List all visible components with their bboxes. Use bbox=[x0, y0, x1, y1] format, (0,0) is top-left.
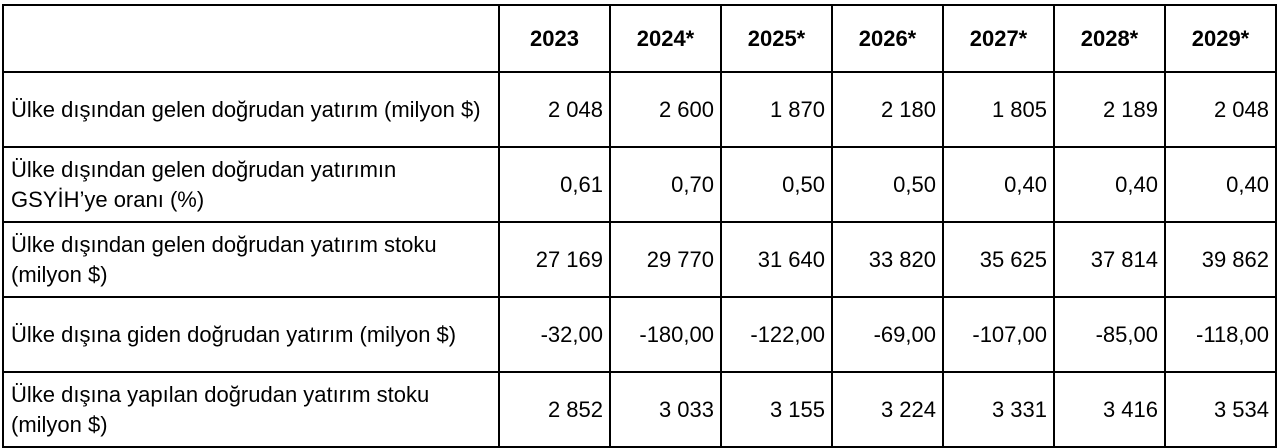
table-cell: 3 224 bbox=[831, 371, 944, 448]
table-cell: 2 180 bbox=[831, 71, 944, 148]
table-cell: 33 820 bbox=[831, 221, 944, 298]
table-cell: -85,00 bbox=[1053, 296, 1166, 373]
table-cell: 0,50 bbox=[831, 146, 944, 223]
table-cell: 2 852 bbox=[498, 371, 611, 448]
table-cell: 39 862 bbox=[1164, 221, 1277, 298]
table-cell: 0,50 bbox=[720, 146, 833, 223]
row-label: Ülke dışından gelen doğrudan yatırımın G… bbox=[2, 146, 500, 223]
year-header: 2023 bbox=[498, 4, 611, 73]
year-header: 2029* bbox=[1164, 4, 1277, 73]
table-cell: 2 048 bbox=[498, 71, 611, 148]
table-cell: 35 625 bbox=[942, 221, 1055, 298]
table-cell: 3 033 bbox=[609, 371, 722, 448]
row-label: Ülke dışına yapılan doğrudan yatırım sto… bbox=[2, 371, 500, 448]
table-cell: -118,00 bbox=[1164, 296, 1277, 373]
row-label: Ülke dışından gelen doğrudan yatırım (mi… bbox=[2, 71, 500, 148]
table-cell: -69,00 bbox=[831, 296, 944, 373]
table-row: Ülke dışına yapılan doğrudan yatırım sto… bbox=[2, 371, 1277, 448]
table-cell: 3 416 bbox=[1053, 371, 1166, 448]
table-cell: 2 189 bbox=[1053, 71, 1166, 148]
row-label: Ülke dışına giden doğrudan yatırım (mily… bbox=[2, 296, 500, 373]
table-cell: -107,00 bbox=[942, 296, 1055, 373]
table-cell: 0,40 bbox=[942, 146, 1055, 223]
year-header: 2027* bbox=[942, 4, 1055, 73]
year-header: 2028* bbox=[1053, 4, 1166, 73]
row-label: Ülke dışından gelen doğrudan yatırım sto… bbox=[2, 221, 500, 298]
table-cell: 3 155 bbox=[720, 371, 833, 448]
table-cell: -32,00 bbox=[498, 296, 611, 373]
table-cell: 1 805 bbox=[942, 71, 1055, 148]
table-row: Ülke dışından gelen doğrudan yatırım sto… bbox=[2, 221, 1277, 298]
corner-cell bbox=[2, 4, 500, 73]
table-cell: 0,40 bbox=[1053, 146, 1166, 223]
year-header: 2025* bbox=[720, 4, 833, 73]
year-header: 2026* bbox=[831, 4, 944, 73]
table-row: Ülke dışından gelen doğrudan yatırımın G… bbox=[2, 146, 1277, 223]
table-cell: 0,70 bbox=[609, 146, 722, 223]
table-cell: 31 640 bbox=[720, 221, 833, 298]
year-header: 2024* bbox=[609, 4, 722, 73]
table-cell: -122,00 bbox=[720, 296, 833, 373]
table-cell: 3 331 bbox=[942, 371, 1055, 448]
table-row: Ülke dışından gelen doğrudan yatırım (mi… bbox=[2, 71, 1277, 148]
table-cell: -180,00 bbox=[609, 296, 722, 373]
table-row: Ülke dışına giden doğrudan yatırım (mily… bbox=[2, 296, 1277, 373]
table-cell: 37 814 bbox=[1053, 221, 1166, 298]
table-cell: 29 770 bbox=[609, 221, 722, 298]
table-cell: 0,61 bbox=[498, 146, 611, 223]
investment-table: 2023 2024* 2025* 2026* 2027* 2028* 2029*… bbox=[2, 4, 1277, 448]
table-cell: 1 870 bbox=[720, 71, 833, 148]
table-cell: 2 048 bbox=[1164, 71, 1277, 148]
table-cell: 0,40 bbox=[1164, 146, 1277, 223]
table-cell: 27 169 bbox=[498, 221, 611, 298]
header-row: 2023 2024* 2025* 2026* 2027* 2028* 2029* bbox=[2, 4, 1277, 73]
table-cell: 3 534 bbox=[1164, 371, 1277, 448]
table-cell: 2 600 bbox=[609, 71, 722, 148]
